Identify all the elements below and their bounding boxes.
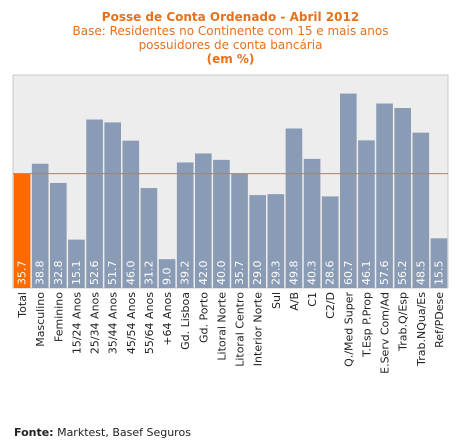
- value-label-3: 15.1: [70, 261, 83, 286]
- bar-10: [195, 153, 212, 288]
- plot-area: [12, 74, 449, 289]
- category-label-18: Q./Med Super: [342, 292, 355, 367]
- chart-unit-line: (em %): [206, 52, 255, 66]
- bar-3: [68, 239, 85, 288]
- value-label-18: 60.7: [342, 261, 355, 286]
- bar-21: [394, 107, 411, 289]
- bar-5: [104, 122, 121, 288]
- value-label-17: 28.6: [324, 261, 337, 286]
- category-label-12: Litoral Centro: [234, 292, 247, 367]
- bar-23: [430, 238, 448, 288]
- bar-17: [321, 196, 339, 288]
- bar-22: [412, 132, 430, 288]
- value-label-8: 9.0: [161, 268, 174, 286]
- value-label-1: 38.8: [34, 261, 47, 286]
- bar-0: [13, 173, 31, 288]
- bar-16: [303, 158, 321, 288]
- category-label-1: Masculino: [34, 292, 47, 347]
- category-label-9: Gd. Lisboa: [179, 292, 192, 350]
- category-label-3: 15/24 Anos: [70, 292, 83, 354]
- category-label-16: C1: [306, 292, 319, 307]
- category-label-4: 25/34 Anos: [89, 292, 102, 354]
- value-label-22: 48.5: [414, 261, 427, 286]
- category-label-22: Trab.NQua/Es: [415, 292, 428, 367]
- bar-19: [358, 140, 375, 288]
- value-label-15: 49.8: [287, 261, 300, 286]
- category-label-2: Feminino: [52, 292, 65, 342]
- category-label-6: 45/54 Anos: [125, 292, 138, 354]
- bar-1: [31, 163, 49, 288]
- value-label-14: 29.3: [269, 261, 282, 286]
- bar-7: [140, 188, 158, 288]
- chart-title: Posse de Conta Ordenado - Abril 2012: [101, 10, 360, 24]
- value-label-21: 56.2: [396, 261, 409, 286]
- value-label-4: 52.6: [88, 261, 101, 286]
- category-label-11: Litoral Norte: [215, 292, 228, 361]
- category-label-20: E.Serv Com/Ad: [379, 292, 392, 374]
- category-label-23: Ref/PDese: [433, 292, 446, 348]
- bar-14: [267, 194, 285, 288]
- value-label-9: 39.2: [179, 261, 192, 286]
- bar-8: [158, 259, 176, 288]
- category-label-19: T.Esp P.Prop: [360, 292, 373, 358]
- bar-12: [231, 173, 248, 288]
- value-label-11: 40.0: [215, 261, 228, 286]
- bar-11: [213, 159, 230, 288]
- bar-4: [86, 119, 103, 288]
- value-label-0: 35.7: [16, 261, 29, 286]
- value-label-10: 42.0: [197, 261, 210, 286]
- value-label-13: 29.0: [251, 261, 264, 286]
- bar-15: [285, 128, 303, 288]
- category-label-21: Trab.Q/Esp: [397, 292, 410, 352]
- source-text: Marktest, Basef Seguros: [57, 426, 191, 439]
- bar-20: [376, 103, 393, 288]
- value-label-16: 40.3: [306, 261, 319, 286]
- category-label-15: A/B: [288, 292, 301, 311]
- value-label-12: 35.7: [233, 261, 246, 286]
- bar-2: [50, 182, 67, 288]
- value-label-20: 57.6: [378, 261, 391, 286]
- bar-6: [122, 140, 140, 288]
- chart-subtitle-line2: possuidores de conta bancária: [138, 38, 323, 52]
- category-label-7: 55/64 Anos: [143, 292, 156, 354]
- category-label-17: C2/D: [324, 292, 337, 319]
- category-label-13: Interior Norte: [252, 292, 265, 366]
- chart-title-block: Posse de Conta Ordenado - Abril 2012 Bas…: [0, 10, 461, 66]
- chart-subtitle-line1: Base: Residentes no Continente com 15 e …: [72, 24, 389, 38]
- bar-18: [340, 93, 357, 288]
- category-label-5: 35/44 Anos: [107, 292, 120, 354]
- value-label-19: 46.1: [360, 261, 373, 286]
- category-label-14: Sul: [270, 292, 283, 309]
- category-label-8: +64 Anos: [161, 292, 174, 346]
- bar-9: [176, 162, 194, 288]
- bar-13: [249, 195, 266, 288]
- value-label-6: 46.0: [124, 261, 137, 286]
- source-label: Fonte:: [14, 426, 54, 439]
- source-note: Fonte: Marktest, Basef Seguros: [14, 426, 191, 439]
- category-label-10: Gd. Porto: [197, 292, 210, 343]
- value-label-5: 51.7: [106, 261, 119, 286]
- value-label-2: 32.8: [52, 261, 65, 286]
- category-label-0: Total: [16, 292, 29, 319]
- value-label-7: 31.2: [142, 261, 155, 286]
- value-label-23: 15.5: [432, 261, 445, 286]
